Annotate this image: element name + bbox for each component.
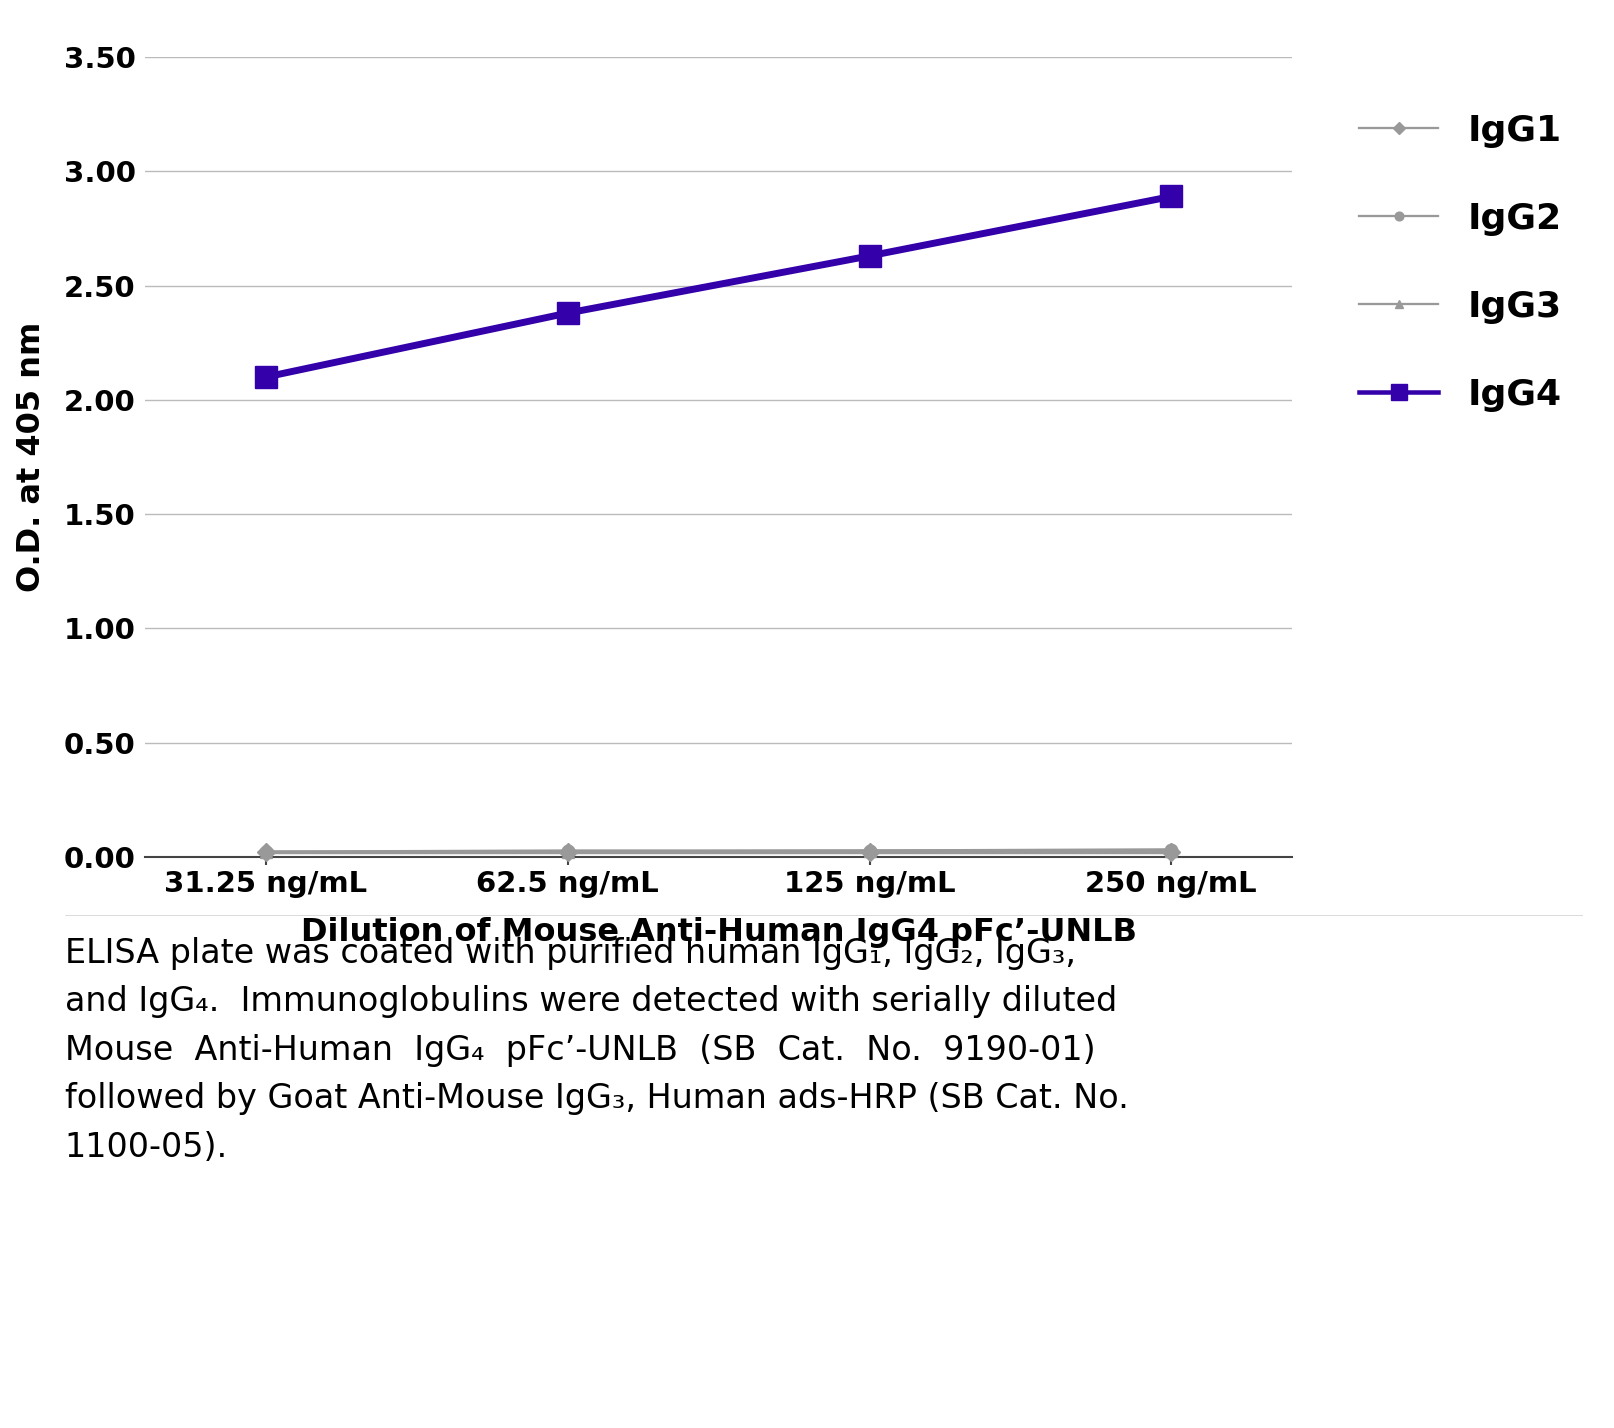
Legend: IgG1, IgG2, IgG3, IgG4: IgG1, IgG2, IgG3, IgG4 <box>1343 99 1575 427</box>
Text: ELISA plate was coated with purified human IgG₁, IgG₂, IgG₃,
and IgG₄.  Immunogl: ELISA plate was coated with purified hum… <box>65 937 1128 1164</box>
Y-axis label: O.D. at 405 nm: O.D. at 405 nm <box>16 321 47 593</box>
X-axis label: Dilution of Mouse Anti-Human IgG4 pFc’-UNLB: Dilution of Mouse Anti-Human IgG4 pFc’-U… <box>300 917 1136 948</box>
